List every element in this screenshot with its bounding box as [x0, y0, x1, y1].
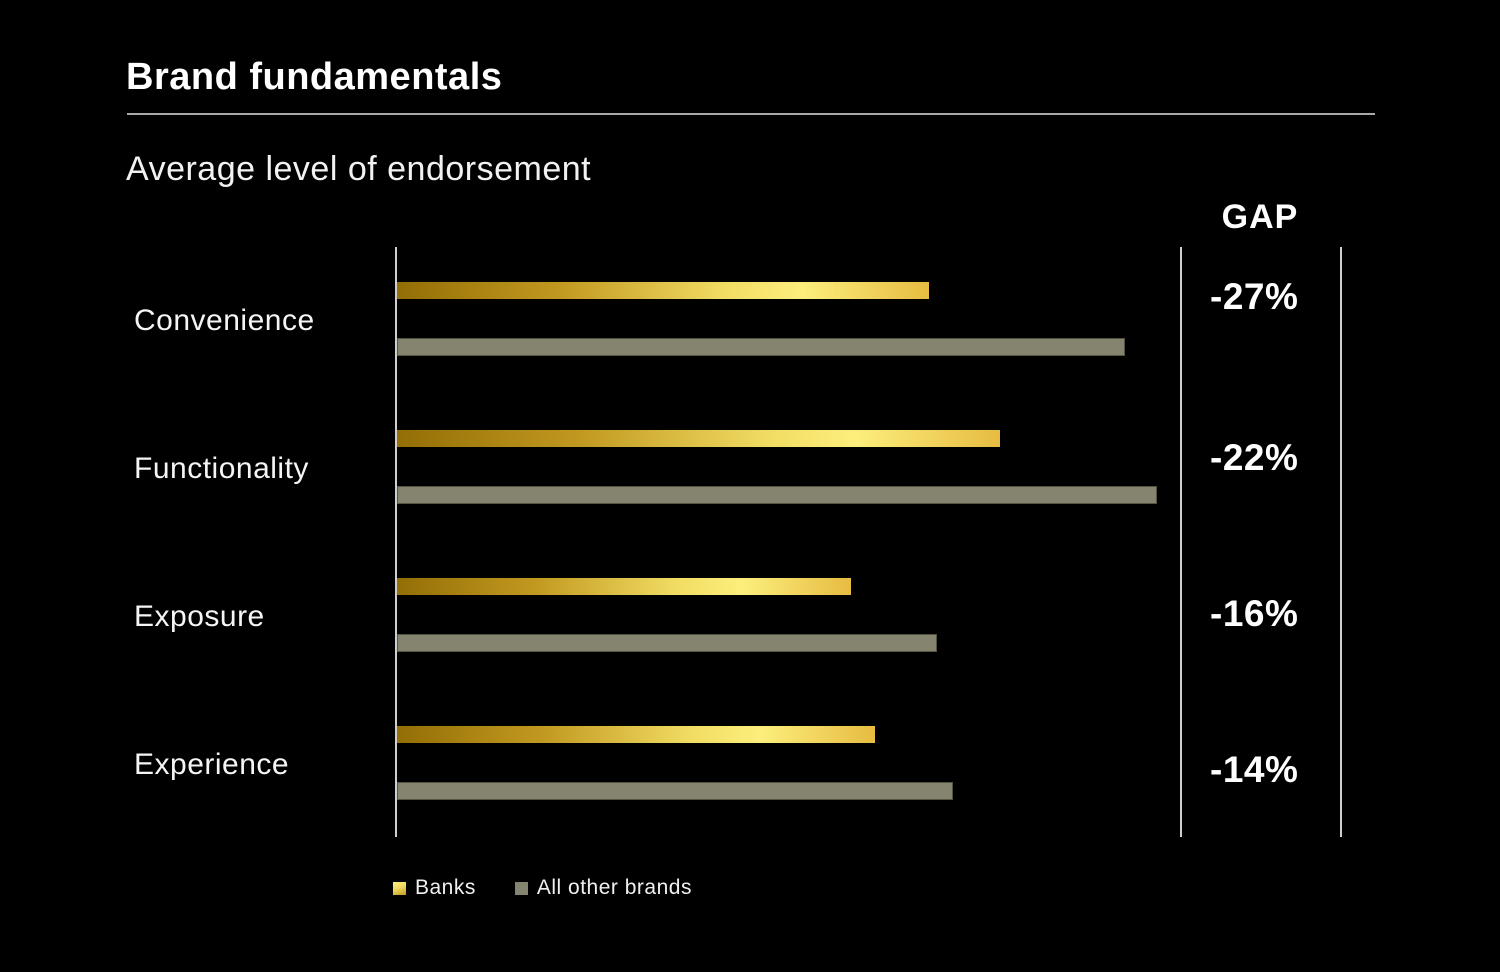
other-brands-swatch-icon: [514, 881, 528, 895]
category-label-experience: Experience: [134, 748, 290, 781]
other-brands-bar-exposure: [397, 634, 937, 652]
banks-bar-convenience: [397, 282, 929, 299]
gap-value-convenience: -27%: [1210, 276, 1299, 317]
banks-swatch-icon: [393, 881, 406, 895]
category-label-exposure: Exposure: [134, 600, 265, 633]
chart-axis-line: [395, 247, 397, 837]
banks-bar-functionality: [397, 430, 1000, 447]
gap-column-left-line: [1180, 247, 1182, 837]
gap-column-right-line: [1340, 247, 1342, 837]
banks-bar-exposure: [397, 578, 851, 595]
gap-value-experience: -14%: [1210, 749, 1299, 790]
legend-item-all-other-brands: All other brands: [514, 876, 692, 900]
gap-column-header: GAP: [1221, 198, 1299, 236]
title-divider: [127, 113, 1375, 115]
other-brands-bar-experience: [397, 782, 953, 800]
other-brands-bar-functionality: [397, 486, 1157, 504]
gap-value-exposure: -16%: [1210, 593, 1299, 634]
chart-subtitle: Average level of endorsement: [126, 150, 592, 188]
category-label-convenience: Convenience: [134, 304, 315, 337]
legend-item-banks: Banks: [393, 876, 476, 900]
category-label-functionality: Functionality: [134, 452, 309, 485]
page-title: Brand fundamentals: [126, 56, 503, 98]
chart-legend: Banks All other brands: [393, 876, 692, 900]
legend-label-other-brands: All other brands: [536, 876, 692, 899]
banks-bar-experience: [397, 726, 875, 743]
legend-label-banks: Banks: [415, 876, 476, 899]
gap-value-functionality: -22%: [1210, 437, 1299, 478]
other-brands-bar-convenience: [397, 338, 1125, 356]
